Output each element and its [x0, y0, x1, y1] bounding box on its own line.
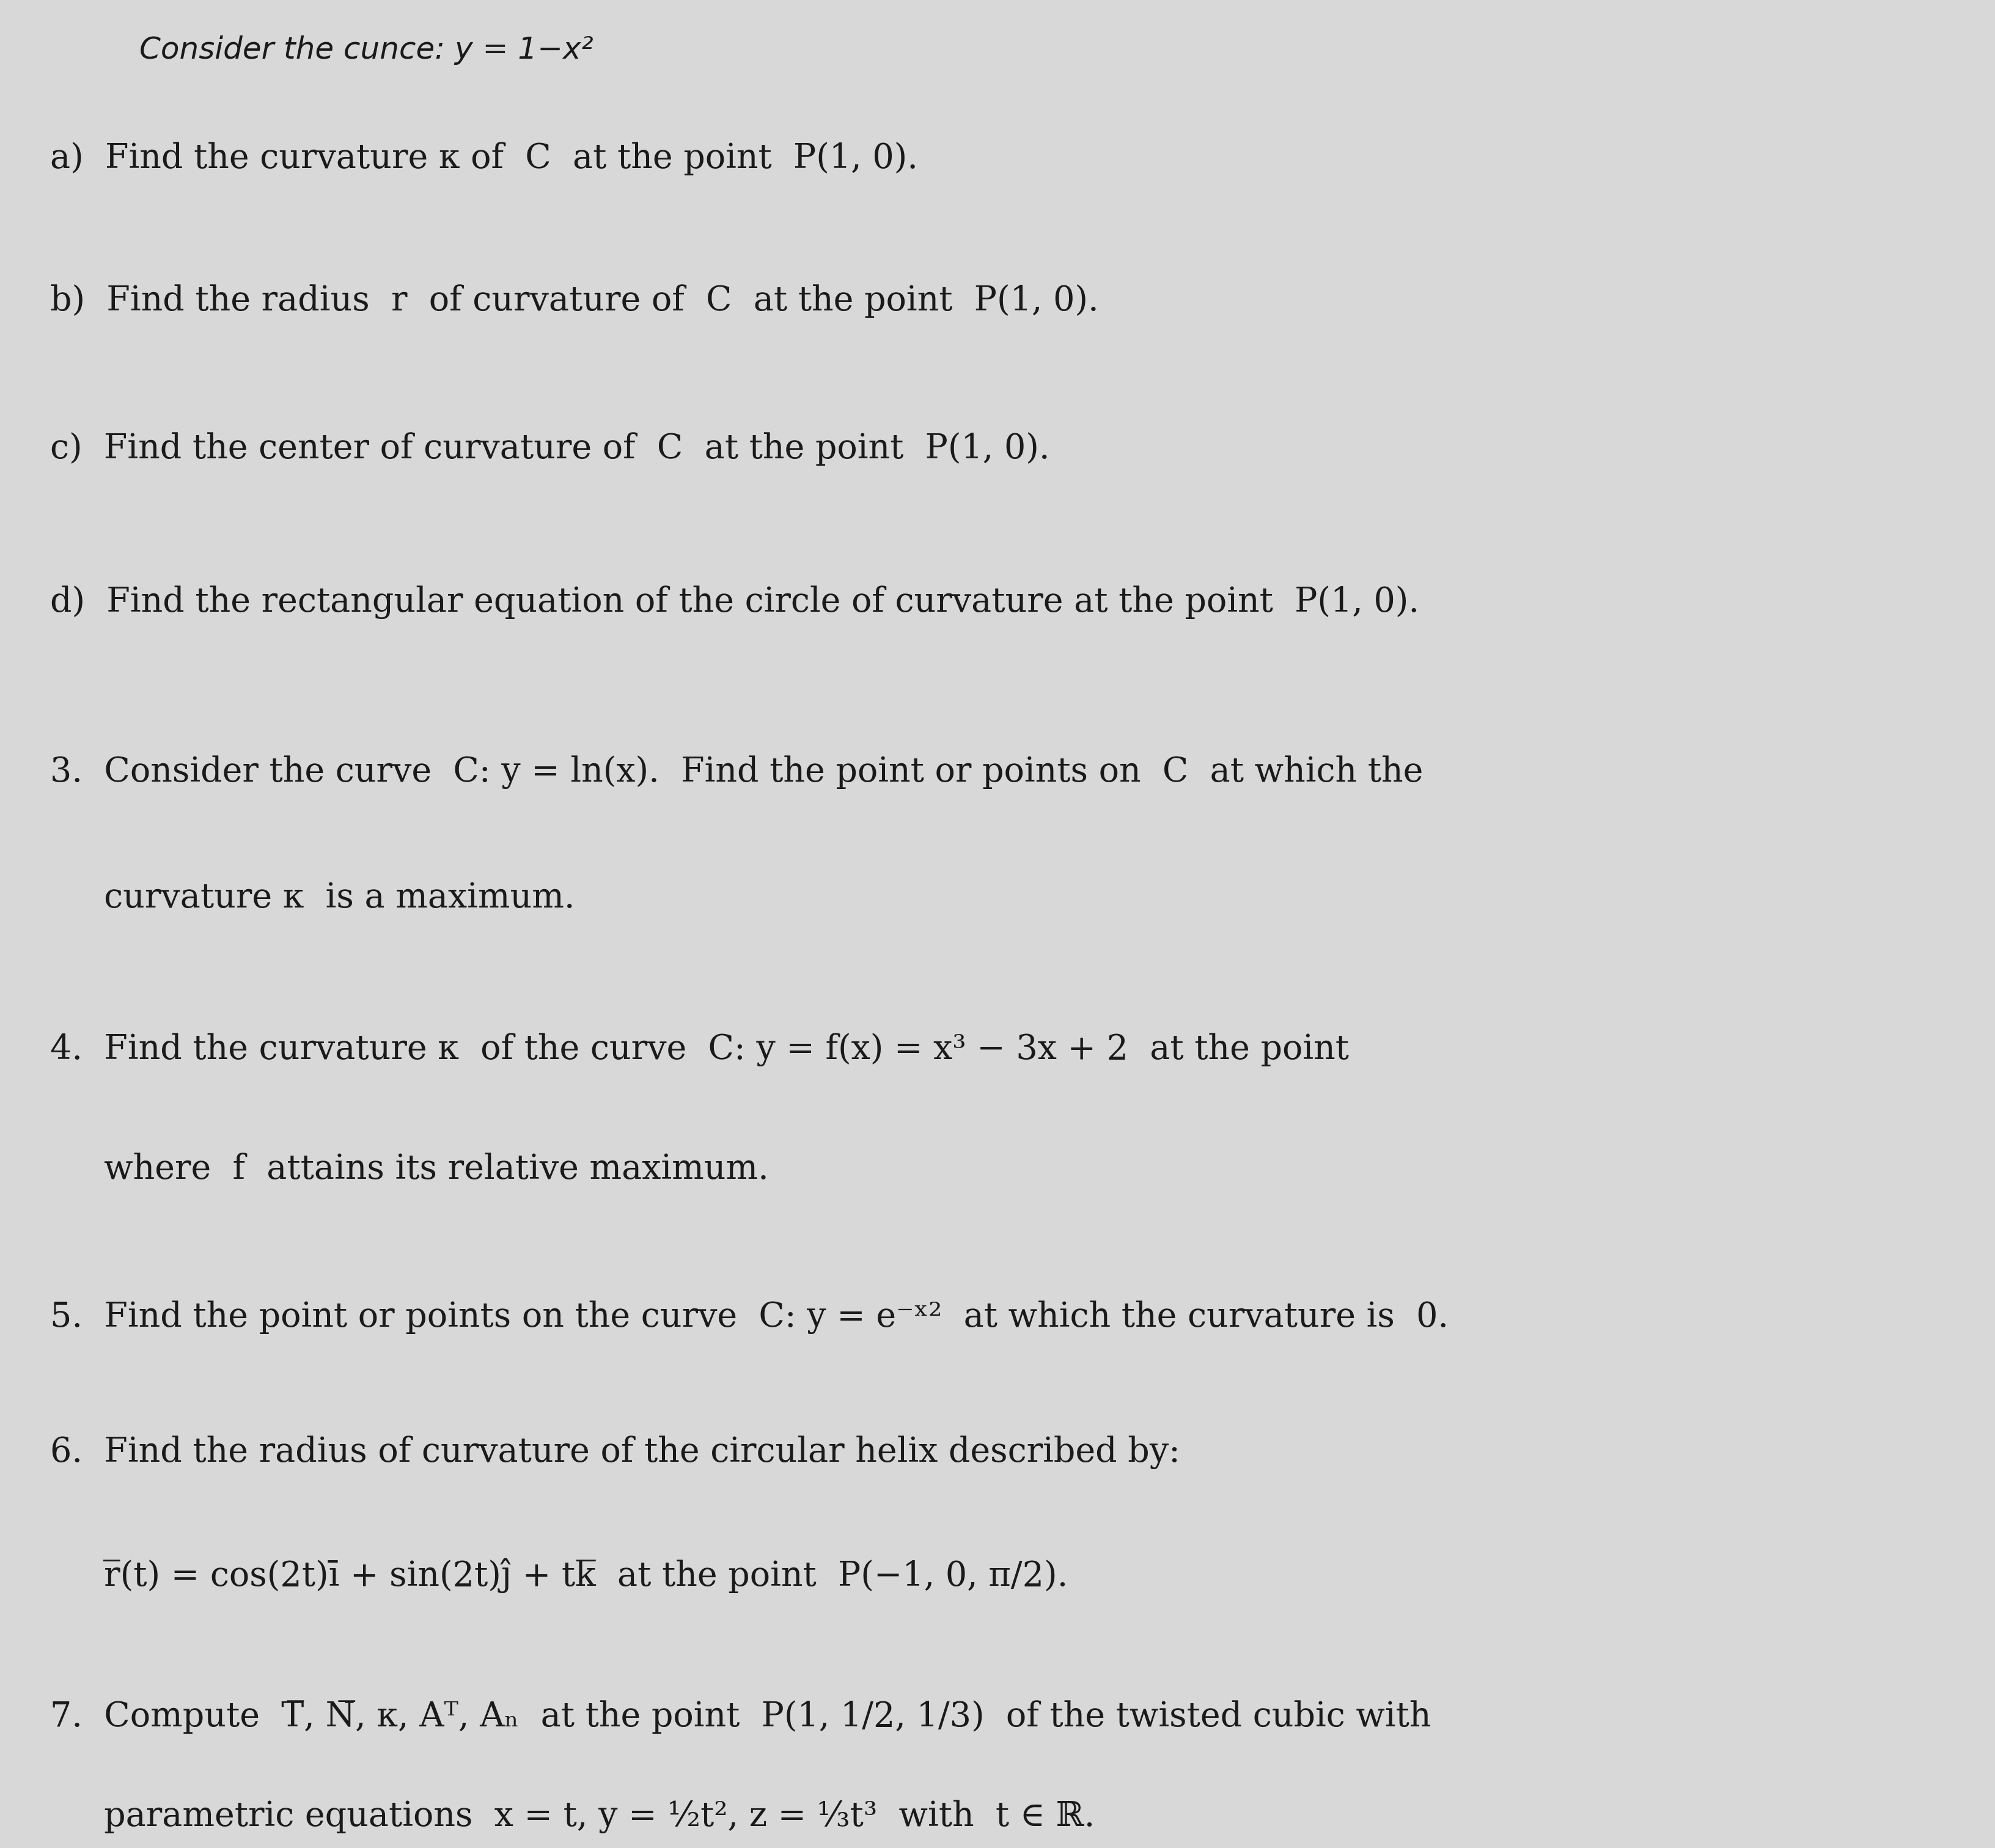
Text: where  f  attains its relative maximum.: where f attains its relative maximum. — [50, 1153, 768, 1186]
Text: b)  Find the radius  r  of curvature of  C  at the point  P(1, 0).: b) Find the radius r of curvature of C a… — [50, 285, 1099, 318]
Text: 6.  Find the radius of curvature of the circular helix described by:: 6. Find the radius of curvature of the c… — [50, 1436, 1179, 1469]
Text: c)  Find the center of curvature of  C  at the point  P(1, 0).: c) Find the center of curvature of C at … — [50, 432, 1049, 466]
Text: a)  Find the curvature κ of  C  at the point  P(1, 0).: a) Find the curvature κ of C at the poin… — [50, 142, 918, 176]
Text: curvature κ  is a maximum.: curvature κ is a maximum. — [50, 881, 575, 915]
Text: 5.  Find the point or points on the curve  C: y = e⁻ˣ²  at which the curvature i: 5. Find the point or points on the curve… — [50, 1301, 1448, 1334]
Text: d)  Find the rectangular equation of the circle of curvature at the point  P(1, : d) Find the rectangular equation of the … — [50, 586, 1418, 619]
Text: 3.  Consider the curve  C: y = ln(x).  Find the point or points on  C  at which : 3. Consider the curve C: y = ln(x). Find… — [50, 756, 1422, 789]
Text: 4.  Find the curvature κ  of the curve  C: y = f(x) = x³ − 3x + 2  at the point: 4. Find the curvature κ of the curve C: … — [50, 1033, 1349, 1066]
Text: 7.  Compute  T̅, N̅, κ, Aᵀ, Aₙ  at the point  P(1, 1/2, 1/3)  of the twisted cub: 7. Compute T̅, N̅, κ, Aᵀ, Aₙ at the poin… — [50, 1700, 1430, 1733]
Text: parametric equations  x = t, y = ½t², z = ⅓t³  with  t ∈ ℝ.: parametric equations x = t, y = ½t², z =… — [50, 1800, 1095, 1833]
Text: Consider the cunce: y = 1−x²: Consider the cunce: y = 1−x² — [140, 35, 595, 65]
Text: r̅(t) = cos(2t)ī + sin(2t)ĵ + tk̅  at the point  P(−1, 0, π/2).: r̅(t) = cos(2t)ī + sin(2t)ĵ + tk̅ at the… — [50, 1558, 1067, 1593]
